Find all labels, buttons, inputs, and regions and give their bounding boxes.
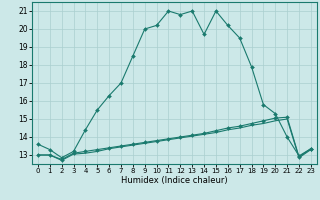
X-axis label: Humidex (Indice chaleur): Humidex (Indice chaleur) <box>121 176 228 185</box>
